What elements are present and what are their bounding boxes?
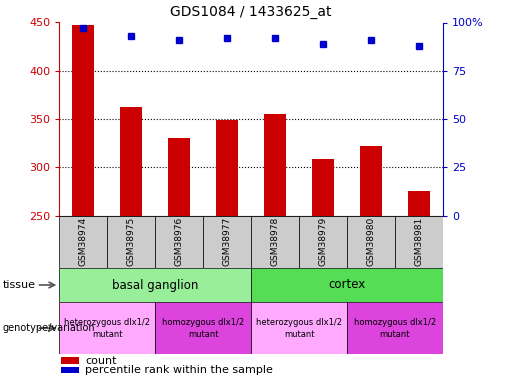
Bar [299, 216, 347, 268]
Bar [251, 216, 299, 268]
Bar [251, 302, 347, 354]
Bar [264, 114, 286, 216]
Bar [155, 216, 203, 268]
Bar [59, 268, 251, 302]
Text: basal ganglion: basal ganglion [112, 279, 198, 291]
Text: cortex: cortex [329, 279, 366, 291]
Text: heterozygous dlx1/2
mutant: heterozygous dlx1/2 mutant [64, 318, 150, 339]
Bar [168, 138, 190, 216]
Text: count: count [85, 356, 117, 366]
Bar [251, 268, 443, 302]
Text: tissue: tissue [3, 280, 36, 290]
Bar [155, 302, 251, 354]
Text: GSM38978: GSM38978 [270, 217, 280, 267]
Text: GSM38981: GSM38981 [415, 217, 423, 267]
Bar [312, 159, 334, 216]
Text: GSM38979: GSM38979 [318, 217, 328, 267]
Title: GDS1084 / 1433625_at: GDS1084 / 1433625_at [170, 5, 332, 19]
Text: GSM38976: GSM38976 [175, 217, 184, 267]
Text: GSM38980: GSM38980 [367, 217, 375, 267]
Text: GSM38974: GSM38974 [79, 217, 88, 266]
Text: homozygous dlx1/2
mutant: homozygous dlx1/2 mutant [354, 318, 436, 339]
Bar [121, 106, 142, 216]
Bar [360, 146, 382, 216]
Bar [59, 216, 107, 268]
Bar [107, 216, 155, 268]
Text: percentile rank within the sample: percentile rank within the sample [85, 365, 273, 375]
Text: GSM38977: GSM38977 [222, 217, 232, 267]
Bar [73, 26, 94, 216]
Bar [216, 120, 238, 216]
Bar [347, 302, 443, 354]
Text: homozygous dlx1/2
mutant: homozygous dlx1/2 mutant [162, 318, 244, 339]
Bar [61, 367, 79, 374]
Bar [203, 216, 251, 268]
Bar [347, 216, 395, 268]
Text: heterozygous dlx1/2
mutant: heterozygous dlx1/2 mutant [256, 318, 342, 339]
Bar [59, 302, 155, 354]
Bar [61, 357, 79, 364]
Text: genotype/variation: genotype/variation [3, 323, 95, 333]
Bar [408, 192, 430, 216]
Bar [395, 216, 443, 268]
Text: GSM38975: GSM38975 [127, 217, 135, 267]
